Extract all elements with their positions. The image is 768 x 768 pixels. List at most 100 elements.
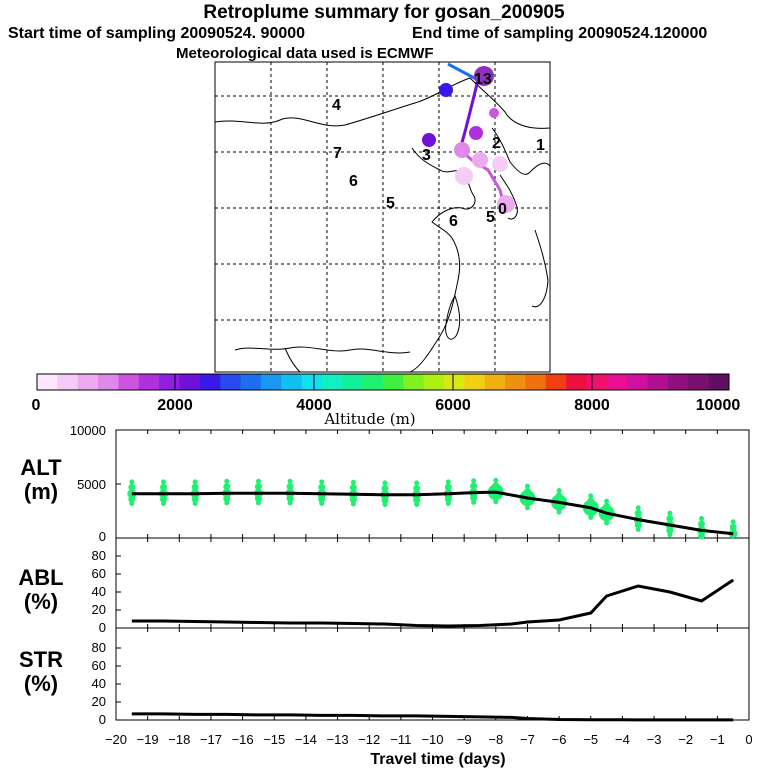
alt-scatter-point <box>492 482 500 490</box>
map-label: 5 <box>486 209 495 226</box>
cluster-circle <box>469 126 483 140</box>
korea-coast <box>491 127 551 175</box>
alt-scatter-point <box>319 479 325 485</box>
map-label: 6 <box>349 173 358 190</box>
alt-scatter-point <box>556 487 562 493</box>
abl-ytick: 60 <box>92 566 106 581</box>
x-tick-label: −19 <box>137 732 159 747</box>
colorbar-swatch <box>484 374 506 390</box>
alt-scatter-point <box>604 498 610 504</box>
colorbar-swatch <box>525 374 547 390</box>
alt-scatter-point <box>191 483 199 491</box>
series-lines <box>131 490 735 722</box>
x-tick-label: −20 <box>105 732 127 747</box>
x-tick-label: −11 <box>390 732 411 747</box>
x-tick-label: −17 <box>200 732 222 747</box>
x-tick-label: 0 <box>745 732 752 747</box>
alt-scatter-point <box>414 480 420 486</box>
map-grid <box>215 62 550 372</box>
colorbar-swatch <box>362 374 384 390</box>
altitude-colorbar <box>36 373 730 391</box>
met-data-label: Meteorological data used is ECMWF <box>176 45 434 62</box>
border-south <box>234 346 411 354</box>
alt-scatter-point <box>524 483 530 489</box>
taiwan <box>445 294 461 340</box>
x-tick-label: −7 <box>520 732 535 747</box>
alt-scatter-point <box>350 479 356 485</box>
x-tick-label: −15 <box>263 732 285 747</box>
abl-ytick: 40 <box>92 584 106 599</box>
colorbar-swatch <box>159 374 180 390</box>
colorbar-swatch <box>321 374 343 390</box>
x-tick-labels: −20 −19 −18 −17 −16 −15 −14 −13 −12 −11 −10 −9 −8 −7−… <box>105 732 753 747</box>
abl-panel-frame <box>115 537 750 629</box>
alt-scatter-point <box>471 478 477 484</box>
colorbar-swatch <box>383 374 404 390</box>
panel-frames <box>115 429 750 721</box>
x-tick-label: −8 <box>488 732 503 747</box>
cluster-circles <box>422 66 515 213</box>
x-tick-label: −14 <box>295 732 317 747</box>
map-label: 6 <box>449 213 458 230</box>
series-line-0 <box>131 490 734 536</box>
colorbar-swatch <box>240 374 262 390</box>
alt-scatter-point <box>381 484 389 492</box>
colorbar-swatch <box>220 374 242 390</box>
x-tick-label: −1 <box>710 732 725 747</box>
map-label: 13 <box>474 71 492 88</box>
china-coast <box>409 147 476 373</box>
colorbar-swatch <box>77 374 99 390</box>
alt-scatter-point <box>160 479 166 485</box>
alt-scatter-point <box>666 515 674 523</box>
trajectory-map: 4 7 6 5 3 2 1 13 0 6 5 <box>214 61 551 373</box>
x-tick-label: −10 <box>421 732 443 747</box>
alt-scatter-point <box>287 478 293 484</box>
map-label: 4 <box>332 97 341 114</box>
map-labels: 4 7 6 5 3 2 1 13 0 6 5 <box>332 71 545 230</box>
x-tick-label: −5 <box>583 732 598 747</box>
trajectory-segment <box>459 148 506 206</box>
alt-scatter-point <box>555 492 563 500</box>
colorbar-swatch <box>505 374 526 390</box>
cluster-circle <box>492 156 508 172</box>
alt-scatter-point <box>699 516 705 522</box>
alt-scatter-point <box>286 483 294 491</box>
alt-scatter-point <box>634 509 642 517</box>
end-time-label: End time of sampling 20090524.120000 <box>412 25 708 42</box>
cluster-circle <box>439 83 453 97</box>
map-label: 1 <box>536 137 545 154</box>
x-tick-label: −12 <box>358 732 380 747</box>
cluster-circle <box>455 167 473 185</box>
alt-panel-label: ALT (m) <box>6 456 76 504</box>
map-label: 5 <box>386 195 395 212</box>
alt-scatter-point <box>192 479 198 485</box>
cluster-circle <box>497 195 515 213</box>
alt-scatter-point <box>470 482 478 490</box>
colorbar-swatch <box>199 374 221 390</box>
colorbar-swatch <box>57 374 79 390</box>
colorbar-swatch <box>403 374 425 390</box>
alt-scatter-point <box>224 478 230 484</box>
colorbar-swatch <box>301 374 323 390</box>
alt-scatter-point <box>382 480 388 486</box>
alt-scatter-point <box>667 510 673 516</box>
colorbar-swatch <box>37 374 58 390</box>
colorbar-swatch <box>118 374 140 390</box>
x-tick-label: −16 <box>232 732 254 747</box>
colorbar-tick: 0 <box>32 397 41 414</box>
colorbar-swatch <box>423 374 445 390</box>
alt-scatter-point <box>349 484 357 492</box>
colorbar-swatch <box>566 374 588 390</box>
y-tick-labels: 10000 5000 0 80 60 40 20 0 80 60 40 20 0 <box>70 423 106 727</box>
colorbar-border <box>36 373 730 391</box>
alt-scatter-point <box>223 483 231 491</box>
alt-scatter-point <box>128 483 136 491</box>
trajectory-segment <box>447 62 479 82</box>
x-tick-label: −9 <box>457 732 472 747</box>
colorbar-swatch <box>179 374 201 390</box>
colorbar-swatch <box>586 374 608 390</box>
colorbar-tick: 4000 <box>296 397 332 414</box>
cluster-circle <box>454 142 470 158</box>
colorbar-swatch <box>627 374 649 390</box>
alt-scatter-point <box>523 488 531 496</box>
